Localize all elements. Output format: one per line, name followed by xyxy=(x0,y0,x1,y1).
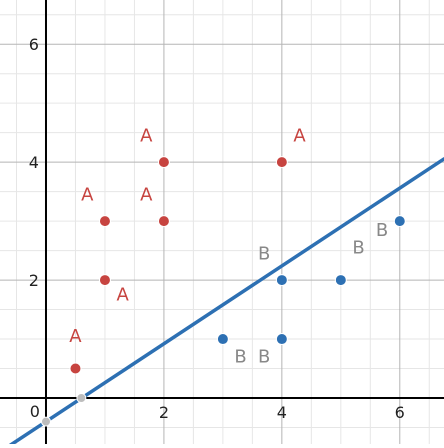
tick-label-x: 0 xyxy=(30,402,40,421)
point-label-a: A xyxy=(293,126,306,147)
point-b[interactable] xyxy=(216,333,229,346)
tick-label-x: 6 xyxy=(395,403,405,422)
point-a[interactable] xyxy=(69,362,82,375)
point-label-b: B xyxy=(258,347,270,368)
intercept-point[interactable] xyxy=(76,393,87,404)
tick-label-x: 2 xyxy=(159,403,169,422)
point-a[interactable] xyxy=(157,215,170,228)
point-b[interactable] xyxy=(275,333,288,346)
intercept-point[interactable] xyxy=(40,416,51,427)
point-b[interactable] xyxy=(334,274,347,287)
tick-label-y: 2 xyxy=(29,271,39,290)
point-b[interactable] xyxy=(393,215,406,228)
point-a[interactable] xyxy=(157,156,170,169)
point-a[interactable] xyxy=(275,156,288,169)
point-label-a: A xyxy=(140,184,153,205)
point-label-b: B xyxy=(258,243,270,264)
points-group xyxy=(69,156,406,375)
point-label-b: B xyxy=(376,220,388,241)
point-a[interactable] xyxy=(98,215,111,228)
tick-labels: 0 2 4 6 2 4 6 xyxy=(29,35,405,422)
point-label-b: B xyxy=(352,238,364,259)
fit-line[interactable] xyxy=(0,157,444,448)
point-label-a: A xyxy=(140,126,153,147)
point-a[interactable] xyxy=(98,274,111,287)
point-label-a: A xyxy=(116,285,129,306)
point-label-a: A xyxy=(69,326,82,347)
point-labels-group: AAA AA AB BB BB xyxy=(69,126,388,368)
point-label-a: A xyxy=(81,184,94,205)
point-label-b: B xyxy=(234,347,246,368)
tick-label-y: 6 xyxy=(29,35,39,54)
point-b[interactable] xyxy=(275,274,288,287)
line-group xyxy=(0,157,444,448)
tick-label-y: 4 xyxy=(29,153,39,172)
tick-label-x: 4 xyxy=(277,403,287,422)
